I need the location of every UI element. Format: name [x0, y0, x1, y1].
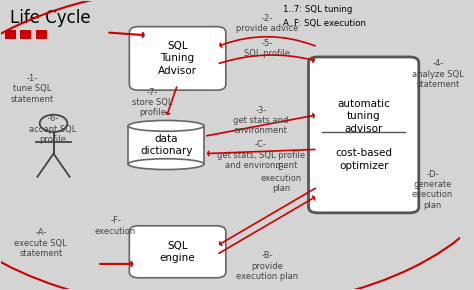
Text: -6-
accept SQL
profile: -6- accept SQL profile	[29, 114, 77, 144]
Text: -F-
execution: -F- execution	[95, 216, 136, 235]
FancyBboxPatch shape	[36, 30, 46, 39]
Ellipse shape	[128, 120, 204, 131]
FancyBboxPatch shape	[129, 27, 226, 90]
Text: -2-
provide advice: -2- provide advice	[236, 14, 298, 33]
Text: Life Cycle: Life Cycle	[10, 9, 91, 27]
Text: -3-
get stats and
environment: -3- get stats and environment	[233, 106, 289, 135]
FancyBboxPatch shape	[5, 30, 16, 39]
Text: SQL
engine: SQL engine	[160, 241, 195, 263]
FancyBboxPatch shape	[20, 30, 31, 39]
Text: -A-
execute SQL
statement: -A- execute SQL statement	[15, 228, 67, 258]
Text: data
dictionary: data dictionary	[140, 134, 192, 156]
Text: 1..7: SQL tuning: 1..7: SQL tuning	[283, 5, 353, 14]
Ellipse shape	[128, 159, 204, 170]
Bar	[128, 126, 204, 164]
Text: SQL
Tuning
Advisor: SQL Tuning Advisor	[158, 41, 197, 76]
Text: -B-
provide
execution plan: -B- provide execution plan	[236, 251, 298, 281]
Text: A..F: SQL execution: A..F: SQL execution	[283, 19, 366, 28]
Text: -E-
execution
plan: -E- execution plan	[260, 163, 301, 193]
FancyBboxPatch shape	[129, 226, 226, 278]
Text: -D-
generate
execution
plan: -D- generate execution plan	[412, 170, 453, 210]
Text: -4-
analyze SQL
statement: -4- analyze SQL statement	[412, 59, 464, 89]
FancyBboxPatch shape	[309, 57, 419, 213]
Text: -1-
tune SQL
statement: -1- tune SQL statement	[11, 74, 54, 104]
Text: automatic
tuning
advisor

cost-based
optimizer: automatic tuning advisor cost-based opti…	[335, 99, 392, 171]
Text: -7-
store SQL
profile: -7- store SQL profile	[132, 88, 173, 117]
Text: -5-
SQL profile: -5- SQL profile	[244, 39, 290, 58]
Text: -C-
get stats, SQL profile
and environment: -C- get stats, SQL profile and environme…	[217, 140, 305, 170]
